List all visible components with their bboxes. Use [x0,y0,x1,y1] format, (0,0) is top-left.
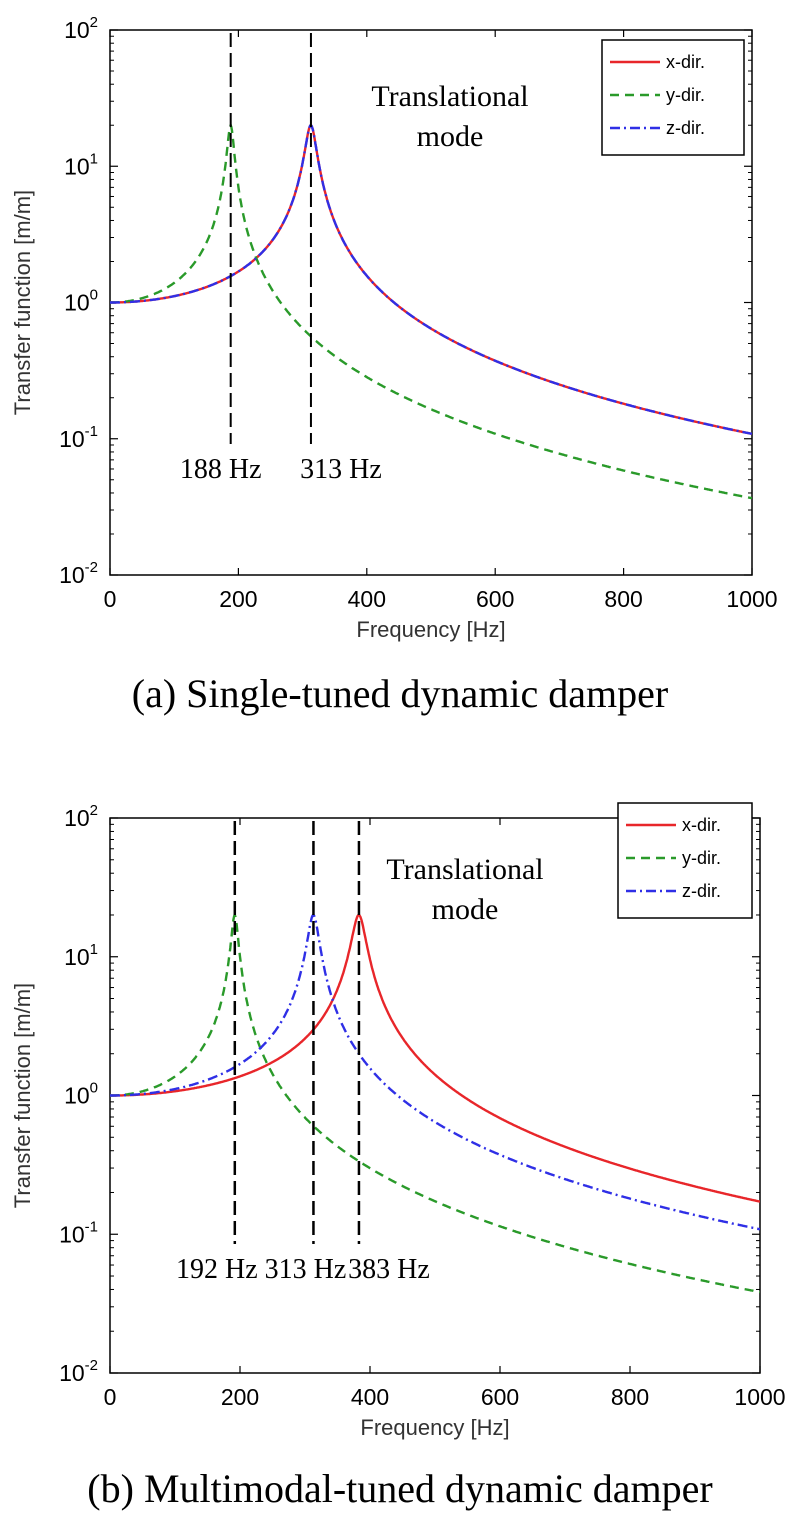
resonance-marker-label: 313 Hz [265,1254,347,1285]
caption-single-tuned: (a) Single-tuned dynamic damper [131,671,669,716]
caption-multimodal-tuned: (b) Multimodal-tuned dynamic damper [87,1466,713,1511]
series-line-y [110,912,760,1294]
chart-single-tuned: 0 200 400 600 800 100010-210-1100101102Freque… [10,14,778,642]
legend-label-x: x-dir. [666,52,705,72]
x-tick-label: 800 [611,1384,649,1410]
legend-box [617,802,753,919]
y-tick-base: 10 [64,805,90,831]
y-tick-base: 10 [64,1083,90,1109]
y-tick-exp: -2 [85,559,98,576]
x-tick-label: 800 [604,586,642,612]
series-line-x [110,913,760,1203]
resonance-marker-label: 188 Hz [180,454,262,485]
resonance-marker-label: 192 Hz [176,1254,258,1285]
y-axis-title: Transfer function [m/m] [10,190,35,415]
y-axis-title: Transfer function [m/m] [10,983,35,1208]
y-tick-label: 102 [64,14,98,43]
y-tick-exp: 1 [90,150,98,167]
y-tick-label: 101 [64,941,98,970]
y-tick-label: 102 [64,802,98,831]
y-tick-exp: -1 [85,423,98,440]
y-tick-base: 10 [64,944,90,970]
series-line-z [110,123,752,436]
y-tick-exp: 0 [90,287,98,304]
x-tick-label: 0 [104,1384,117,1410]
resonance-marker-label: 313 Hz [300,454,382,485]
y-tick-base: 10 [59,1360,85,1386]
x-tick-label: 600 [476,586,514,612]
legend-label-y: y-dir. [682,848,721,868]
y-tick-label: 100 [64,1080,98,1109]
y-tick-base: 10 [64,290,90,316]
y-tick-exp: -1 [85,1218,98,1235]
chart-multimodal-tuned: 0 200 400 600 800 100010-210-1100101102Freque… [10,802,786,1440]
x-tick-label: 0 [104,586,117,612]
y-tick-label: 10-2 [59,559,98,588]
x-tick-label: 600 [481,1384,519,1410]
y-tick-label: 101 [64,150,98,179]
series-group [110,912,760,1294]
x-tick-label: 200 [221,1384,259,1410]
annotation-text: Translational [371,80,528,113]
series-group [110,122,752,500]
y-tick-label: 100 [64,287,98,316]
y-tick-base: 10 [64,17,90,43]
y-tick-base: 10 [64,153,90,179]
annotation-text: mode [432,893,499,926]
y-tick-exp: 2 [90,802,98,819]
legend-label-z: z-dir. [666,118,705,138]
x-tick-label: 400 [348,586,386,612]
y-tick-base: 10 [59,562,85,588]
y-tick-base: 10 [59,1221,85,1247]
legend-label-x: x-dir. [682,815,721,835]
y-tick-base: 10 [59,426,85,452]
x-axis-title: Frequency [Hz] [360,1415,509,1440]
legend-label-y: y-dir. [666,85,705,105]
y-tick-label: 10-2 [59,1357,98,1386]
x-tick-label: 1000 [726,586,777,612]
annotation-text: mode [417,120,484,153]
y-tick-label: 10-1 [59,1218,98,1247]
y-tick-exp: 2 [90,14,98,31]
x-axis-title: Frequency [Hz] [356,617,505,642]
y-tick-exp: -2 [85,1357,98,1374]
x-tick-label: 400 [351,1384,389,1410]
x-tick-label: 200 [219,586,257,612]
x-tick-label: 1000 [734,1384,785,1410]
resonance-marker-label: 383 Hz [348,1254,430,1285]
series-line-y [110,122,752,500]
legend-box [601,39,745,156]
y-tick-exp: 1 [90,941,98,958]
annotation-text: Translational [386,853,543,886]
y-tick-label: 10-1 [59,423,98,452]
legend-label-z: z-dir. [682,881,721,901]
y-tick-exp: 0 [90,1080,98,1097]
